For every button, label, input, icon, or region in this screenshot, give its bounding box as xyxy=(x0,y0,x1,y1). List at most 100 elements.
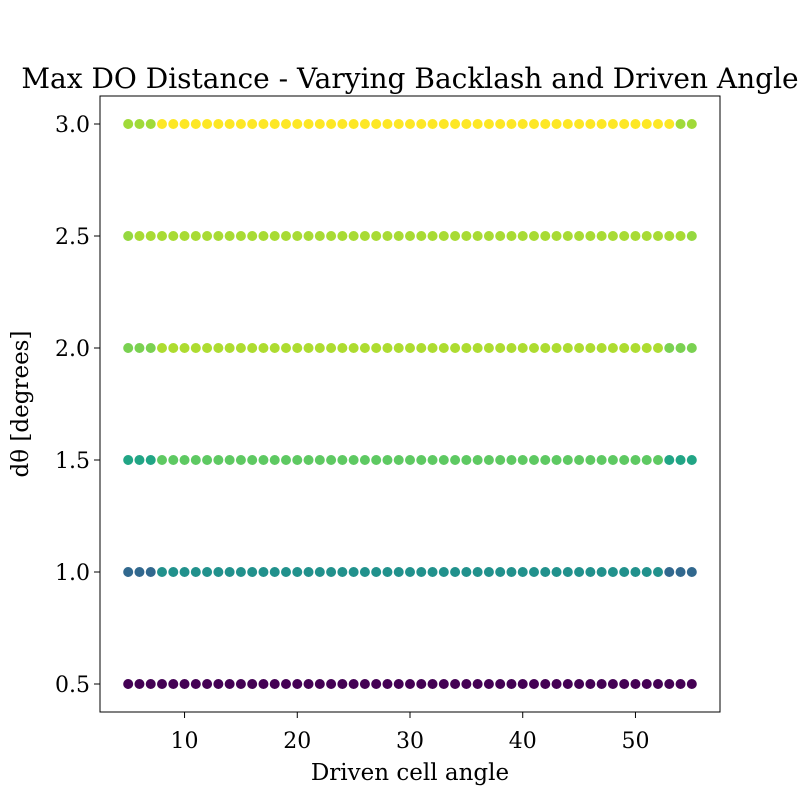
data-point xyxy=(574,455,585,465)
data-point xyxy=(450,231,461,241)
data-point xyxy=(168,231,179,241)
data-point xyxy=(495,231,506,241)
data-point xyxy=(179,231,190,241)
y-tick-label: 3.0 xyxy=(55,113,90,138)
data-point xyxy=(483,231,494,241)
data-point xyxy=(438,119,449,129)
data-point xyxy=(348,343,359,353)
data-point xyxy=(506,231,517,241)
data-point xyxy=(517,231,528,241)
data-point xyxy=(314,343,325,353)
data-point xyxy=(461,679,472,689)
data-point xyxy=(630,567,641,577)
data-point xyxy=(619,455,630,465)
data-point xyxy=(450,679,461,689)
data-point xyxy=(686,119,697,129)
data-point xyxy=(281,455,291,465)
data-point xyxy=(303,567,314,577)
data-point xyxy=(675,567,686,577)
data-point xyxy=(281,343,291,353)
data-point xyxy=(551,119,562,129)
data-point xyxy=(641,343,652,353)
data-point xyxy=(292,119,303,129)
x-tick-label: 50 xyxy=(621,729,649,754)
data-point xyxy=(258,119,269,129)
data-point xyxy=(540,343,551,353)
data-point xyxy=(653,455,663,465)
data-point xyxy=(438,231,449,241)
data-point xyxy=(630,231,641,241)
data-point xyxy=(202,231,213,241)
data-point xyxy=(145,343,156,353)
data-point xyxy=(337,119,348,129)
data-point xyxy=(607,567,618,577)
data-point xyxy=(190,679,201,689)
data-point xyxy=(134,455,145,465)
data-point xyxy=(134,119,145,129)
data-point xyxy=(292,343,303,353)
data-point xyxy=(393,343,404,353)
data-point xyxy=(303,343,314,353)
data-point xyxy=(461,343,472,353)
data-point xyxy=(483,343,494,353)
data-point xyxy=(202,343,213,353)
data-point xyxy=(247,455,258,465)
data-point xyxy=(438,343,449,353)
data-point xyxy=(653,567,663,577)
data-point xyxy=(405,455,415,465)
data-point xyxy=(247,567,258,577)
data-point xyxy=(224,567,235,577)
data-point xyxy=(405,567,415,577)
data-point xyxy=(168,455,179,465)
data-point xyxy=(393,679,404,689)
data-point xyxy=(607,455,618,465)
data-point xyxy=(574,567,585,577)
data-point xyxy=(292,231,303,241)
data-point xyxy=(348,567,359,577)
data-point xyxy=(517,455,528,465)
data-point xyxy=(123,455,134,465)
data-point xyxy=(529,343,539,353)
data-point xyxy=(348,455,359,465)
data-point xyxy=(326,343,337,353)
data-point xyxy=(641,679,652,689)
y-axis-label: dθ [degrees] xyxy=(8,331,34,478)
data-point xyxy=(123,231,134,241)
data-point xyxy=(157,679,167,689)
y-tick-label: 2.5 xyxy=(55,225,90,250)
data-point xyxy=(427,455,438,465)
data-point xyxy=(596,455,607,465)
data-point xyxy=(607,119,618,129)
data-point xyxy=(359,119,370,129)
data-point xyxy=(551,455,562,465)
data-point xyxy=(619,343,630,353)
data-point xyxy=(382,455,393,465)
data-point xyxy=(314,455,325,465)
data-point xyxy=(213,119,224,129)
data-point xyxy=(675,343,686,353)
data-point xyxy=(585,679,596,689)
data-point xyxy=(202,567,213,577)
data-point xyxy=(145,567,156,577)
data-point xyxy=(213,231,224,241)
data-point xyxy=(619,679,630,689)
data-point xyxy=(540,679,551,689)
data-point xyxy=(653,343,663,353)
data-point xyxy=(303,119,314,129)
data-point xyxy=(517,567,528,577)
data-point xyxy=(506,679,517,689)
data-point xyxy=(393,567,404,577)
data-point xyxy=(157,343,167,353)
data-point xyxy=(292,567,303,577)
data-point xyxy=(348,119,359,129)
data-point xyxy=(247,231,258,241)
data-point xyxy=(529,119,539,129)
data-point xyxy=(235,455,246,465)
data-point xyxy=(224,119,235,129)
data-point xyxy=(630,455,641,465)
data-point xyxy=(371,679,382,689)
data-point xyxy=(562,343,573,353)
data-point xyxy=(157,567,167,577)
data-point xyxy=(517,119,528,129)
